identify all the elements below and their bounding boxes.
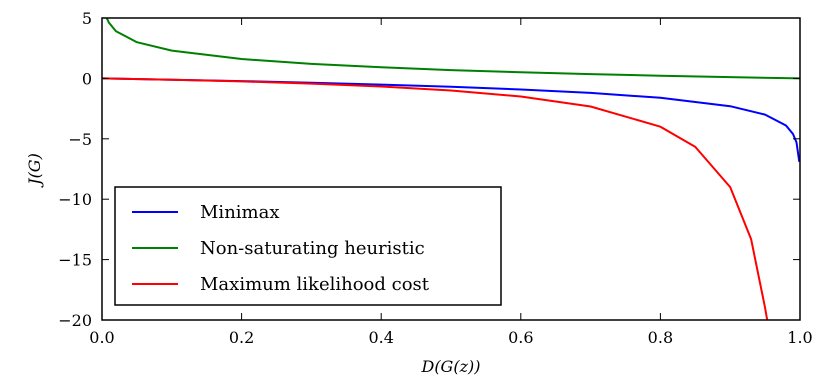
x-tick-label: 0.2 [229, 328, 254, 347]
y-tick-label: 5 [82, 9, 92, 28]
series-line-2 [101, 77, 769, 321]
plot-frame [101, 17, 801, 321]
series-line-1 [105, 17, 801, 80]
x-tick-label: 0.4 [368, 328, 393, 347]
tick-layer: 0.0 0.2 0.4 0.6 0.8 1.0 5 0 −5 −10 −15 −20 [58, 9, 812, 347]
x-tick-label: 0.0 [89, 328, 114, 347]
x-tick-label: 1.0 [787, 328, 812, 347]
legend-label: Minimax [200, 202, 280, 223]
x-axis-label: D(G(z)) [420, 357, 480, 376]
legend-label: Maximum likelihood cost [200, 274, 430, 295]
y-tick-label: −15 [58, 251, 92, 270]
y-axis-label: J(G) [25, 153, 44, 188]
series-layer [101, 17, 801, 321]
y-tick-label: 0 [82, 69, 92, 88]
legend-label: Non-saturating heuristic [200, 238, 425, 259]
y-tick-label: −20 [58, 311, 92, 330]
legend-frame [114, 186, 502, 306]
y-tick-label: −5 [68, 130, 92, 149]
x-tick-label: 0.6 [508, 328, 533, 347]
x-tick-label: 0.8 [648, 328, 673, 347]
legend-items: Minimax Non-saturating heuristic Maximum l… [132, 202, 430, 295]
legend: Minimax Non-saturating heuristic Maximum l… [114, 186, 502, 306]
y-tick-label: −10 [58, 190, 92, 209]
